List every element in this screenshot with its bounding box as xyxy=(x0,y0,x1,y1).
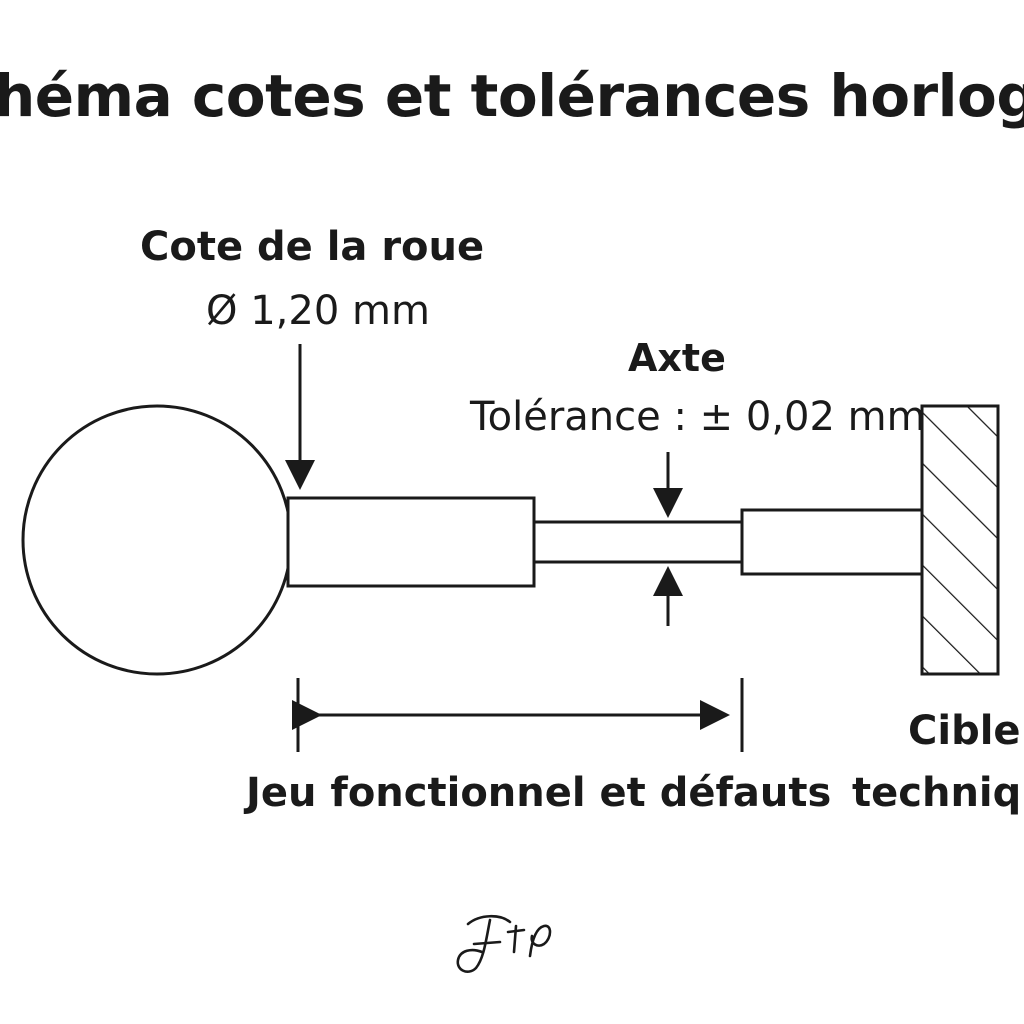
target-label-line2: techniqu xyxy=(852,770,1024,816)
target-block xyxy=(920,404,1000,676)
clearance-label: Jeu fonctionnel et défauts xyxy=(246,770,832,816)
signature-logo xyxy=(456,914,552,973)
axle-thin-segment xyxy=(532,520,744,564)
shaft-right-segment xyxy=(740,508,924,576)
axle-tolerance-value: Tolérance : ± 0,02 mm xyxy=(470,394,926,440)
wheel-label: Cote de la roue xyxy=(140,224,485,270)
shaft-thick-segment xyxy=(286,496,536,588)
axle-label: Axte xyxy=(628,336,726,380)
target-label-line1: Cible xyxy=(908,708,1021,754)
diagram-title: héma cotes et tolérances horlogère xyxy=(0,62,1024,130)
wheel-dimension-value: Ø 1,20 mm xyxy=(206,288,430,334)
wheel-circle xyxy=(21,404,293,676)
